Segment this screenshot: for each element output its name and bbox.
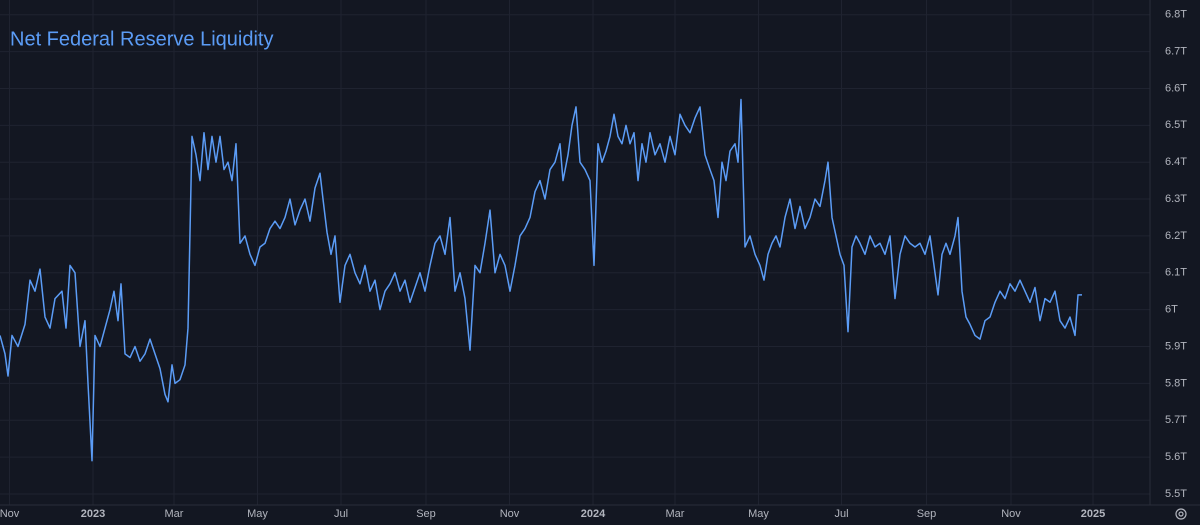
x-tick-label: Nov xyxy=(500,508,520,520)
x-tick-label: 2025 xyxy=(1081,508,1105,520)
y-tick-label: 6T xyxy=(1165,304,1178,316)
x-tick-label: Jul xyxy=(834,508,848,520)
y-tick-label: 5.5T xyxy=(1165,488,1187,500)
grid xyxy=(0,0,1150,505)
y-tick-label: 6.8T xyxy=(1165,9,1187,21)
series-line xyxy=(0,98,1082,462)
x-tick-label: Mar xyxy=(666,508,685,520)
x-tick-label: Nov xyxy=(1001,508,1021,520)
settings-icon[interactable] xyxy=(1175,508,1187,520)
y-tick-label: 6.4T xyxy=(1165,156,1187,168)
gear-ring xyxy=(1175,508,1187,520)
x-tick-label: May xyxy=(247,508,268,520)
y-tick-label: 5.9T xyxy=(1165,340,1187,352)
x-tick-label: 2024 xyxy=(581,508,606,520)
y-tick-label: 5.8T xyxy=(1165,377,1187,389)
y-tick-label: 6.7T xyxy=(1165,46,1187,58)
y-tick-label: 5.6T xyxy=(1165,451,1187,463)
x-tick-label: Sep xyxy=(917,508,937,520)
x-tick-label: 2023 xyxy=(81,508,105,520)
y-tick-label: 6.2T xyxy=(1165,230,1187,242)
x-tick-label: Nov xyxy=(0,508,20,520)
y-tick-label: 6.3T xyxy=(1165,193,1187,205)
x-tick-label: Sep xyxy=(416,508,436,520)
y-tick-label: 6.6T xyxy=(1165,82,1187,94)
x-tick-label: Mar xyxy=(165,508,184,520)
y-tick-label: 6.5T xyxy=(1165,119,1187,131)
y-tick-label: 5.7T xyxy=(1165,414,1187,426)
chart-title: Net Federal Reserve Liquidity xyxy=(10,28,273,50)
x-tick-label: May xyxy=(748,508,769,520)
y-tick-label: 6.1T xyxy=(1165,267,1187,279)
gear-hub xyxy=(1178,511,1184,517)
x-tick-label: Jul xyxy=(334,508,348,520)
